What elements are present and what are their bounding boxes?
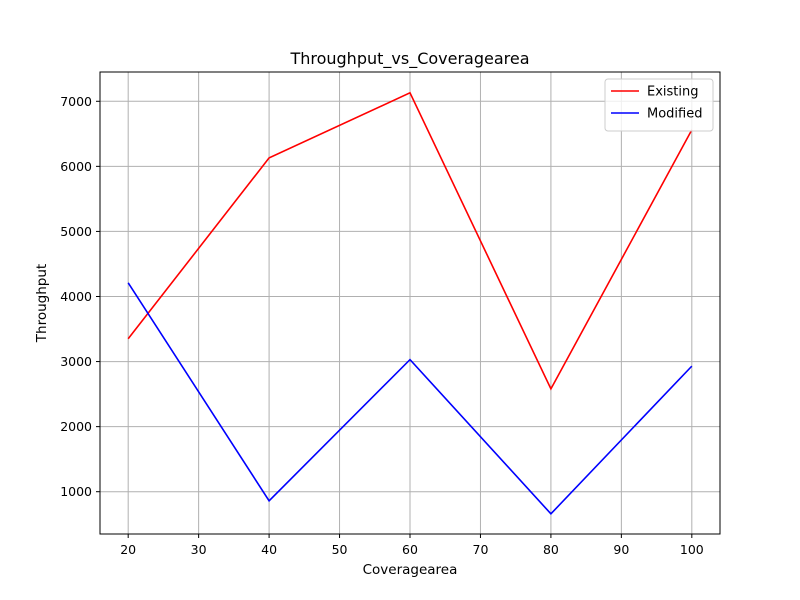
x-tick-label: 50: [332, 542, 348, 557]
series-line-modified: [127, 282, 693, 516]
x-axis: 20 30 40 50 60 70 80 90 100: [120, 534, 704, 557]
grid: [100, 72, 720, 534]
y-tick-label: 1000: [60, 484, 92, 499]
x-tick-label: 80: [543, 542, 559, 557]
x-tick-label: 60: [402, 542, 418, 557]
y-tick-label: 6000: [60, 159, 92, 174]
x-tick-label: 100: [680, 542, 704, 557]
legend-label-existing: Existing: [647, 85, 699, 100]
y-tick-label: 3000: [60, 354, 92, 369]
legend-label-modified: Modified: [647, 107, 702, 122]
x-tick-label: 40: [261, 542, 277, 557]
y-tick-label: 4000: [60, 289, 92, 304]
x-tick-label: 20: [120, 542, 136, 557]
x-axis-label: Coveragearea: [363, 562, 458, 578]
y-axis-label: Throughput: [34, 264, 50, 343]
legend-box: [604, 78, 714, 132]
x-tick-label: 90: [613, 542, 629, 557]
chart-title: Throughput_vs_Coveragearea: [289, 49, 529, 69]
y-tick-label: 5000: [60, 224, 92, 239]
y-axis: 1000 2000 3000 4000 5000 6000 7000: [60, 94, 100, 499]
series-layer: [127, 91, 693, 516]
y-tick-label: 7000: [60, 94, 92, 109]
legend: Existing Modified: [604, 78, 714, 132]
x-tick-label: 70: [473, 542, 489, 557]
x-tick-label: 30: [191, 542, 207, 557]
y-tick-label: 2000: [60, 419, 92, 434]
series-line-existing: [127, 91, 693, 391]
